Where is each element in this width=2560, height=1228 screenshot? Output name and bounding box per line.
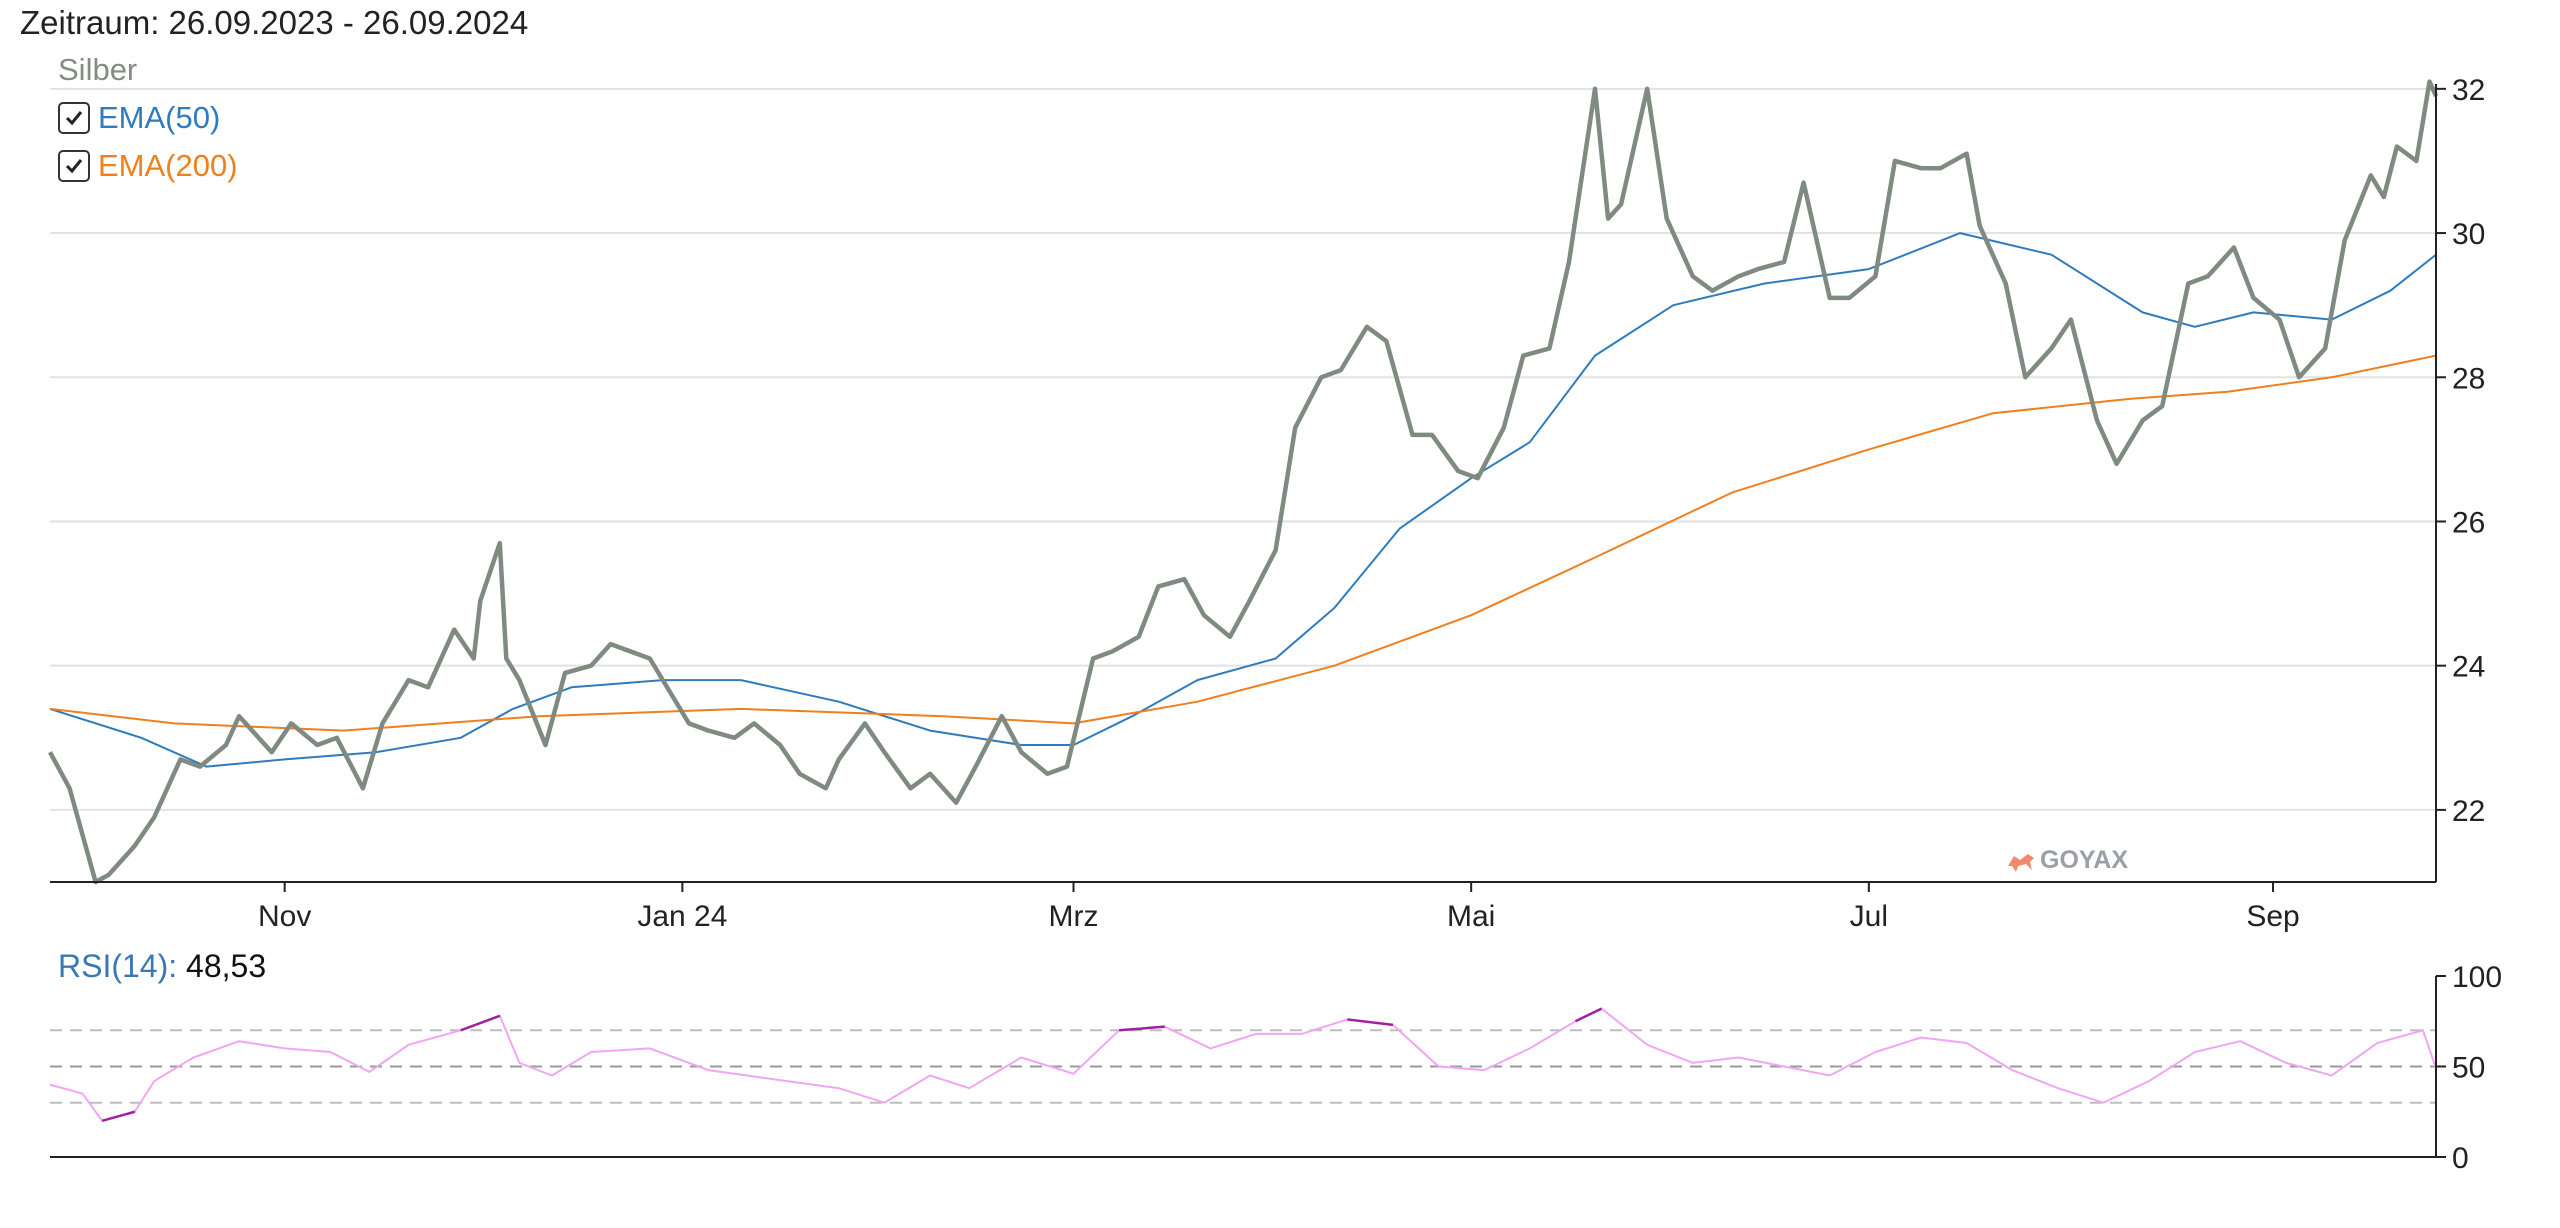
legend-ema200-toggle[interactable]: EMA(200): [58, 146, 238, 186]
checkbox-checked-icon[interactable]: [58, 102, 90, 134]
ema50-line: [49, 232, 2437, 768]
rsi-extreme-segment: [1574, 1007, 1603, 1023]
price-axes: 22 24 26 28 30 32 Nov Jan 24 Mrz Mai Jul Sep: [50, 74, 2485, 933]
goyax-watermark: GOYAX: [2008, 846, 2128, 874]
y-tick-label: 24: [2452, 651, 2485, 684]
rsi-extreme-segment: [1347, 1018, 1394, 1027]
rsi-title: RSI(14): 48,53: [58, 948, 266, 985]
y-tick-label: 26: [2452, 506, 2485, 539]
y-tick-label: 30: [2452, 218, 2485, 251]
rsi-line: [49, 1007, 2437, 1122]
x-tick-label: Jul: [1850, 900, 1888, 933]
x-tick-label: Mrz: [1049, 900, 1099, 933]
rsi-y-tick-label: 50: [2452, 1052, 2485, 1085]
price-line-silber: [48, 79, 2439, 885]
x-tick-label: Nov: [258, 900, 311, 933]
x-tick-label: Mai: [1447, 900, 1495, 933]
rsi-extreme-segment: [101, 1110, 136, 1123]
rsi-y-tick-label: 100: [2452, 961, 2502, 994]
rsi-axes: 100 50 0: [50, 961, 2502, 1175]
rsi-value: 48,53: [186, 948, 267, 984]
checkbox-checked-icon[interactable]: [58, 150, 90, 182]
rsi-extreme-segment: [1119, 1025, 1165, 1032]
x-tick-label: Jan 24: [637, 900, 727, 933]
bull-logo-icon: [2008, 854, 2034, 872]
rsi-name: RSI(14): [58, 948, 169, 984]
legend-label-ema50: EMA(50): [98, 100, 221, 135]
legend-label-ema200: EMA(200): [98, 148, 238, 183]
watermark-text: GOYAX: [2040, 846, 2128, 874]
y-tick-label: 32: [2452, 74, 2485, 107]
x-tick-label: Sep: [2246, 900, 2299, 933]
y-tick-label: 22: [2452, 795, 2485, 828]
y-tick-label: 28: [2452, 362, 2485, 395]
rsi-separator: :: [168, 948, 178, 984]
instrument-label: Silber: [58, 52, 138, 87]
rsi-guides: [50, 1029, 2436, 1104]
legend-ema50-toggle[interactable]: EMA(50): [58, 98, 220, 138]
rsi-series-group: [49, 1007, 2437, 1123]
page-title: Zeitraum: 26.09.2023 - 26.09.2024: [20, 4, 529, 41]
rsi-y-tick-label: 0: [2452, 1142, 2469, 1175]
price-series-group: [48, 79, 2439, 885]
ema200-line: [49, 354, 2437, 732]
rsi-extreme-segment: [460, 1014, 501, 1032]
price-grid: [50, 87, 2436, 811]
